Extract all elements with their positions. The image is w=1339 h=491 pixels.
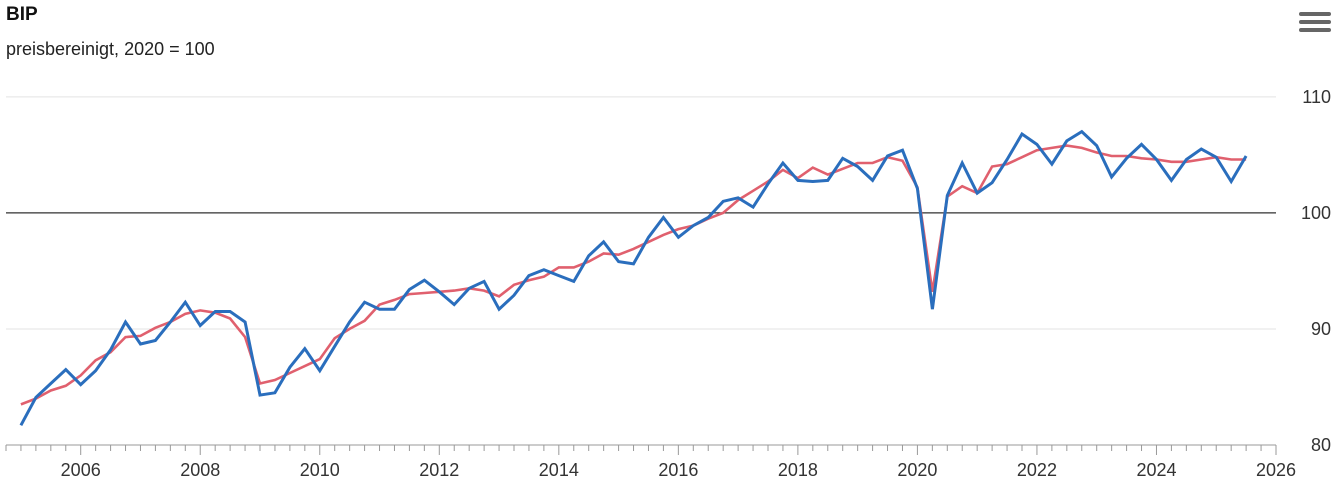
menu-bar xyxy=(1299,12,1331,16)
y-tick-label: 100 xyxy=(1301,203,1331,223)
x-tick-label: 2010 xyxy=(300,460,340,480)
x-tick-label: 2012 xyxy=(419,460,459,480)
x-tick-label: 2022 xyxy=(1017,460,1057,480)
hamburger-menu-icon[interactable] xyxy=(1299,12,1331,38)
x-tick-label: 2024 xyxy=(1136,460,1176,480)
menu-bar xyxy=(1299,20,1331,24)
chart-subtitle: preisbereinigt, 2020 = 100 xyxy=(6,39,215,59)
chart-title: BIP xyxy=(6,4,38,25)
y-tick-label: 110 xyxy=(1302,87,1331,107)
y-tick-label: 90 xyxy=(1311,319,1331,339)
x-tick-label: 2016 xyxy=(658,460,698,480)
x-tick-label: 2006 xyxy=(61,460,101,480)
x-tick-label: 2018 xyxy=(778,460,818,480)
x-tick-label: 2020 xyxy=(897,460,937,480)
x-tick-label: 2008 xyxy=(180,460,220,480)
series-line-blue xyxy=(19,129,1248,427)
x-tick-label: 2014 xyxy=(539,460,579,480)
x-tick-label: 2026 xyxy=(1256,460,1296,480)
series-line-red xyxy=(20,144,1247,406)
menu-bar xyxy=(1299,28,1331,32)
y-tick-label: 80 xyxy=(1311,435,1331,455)
